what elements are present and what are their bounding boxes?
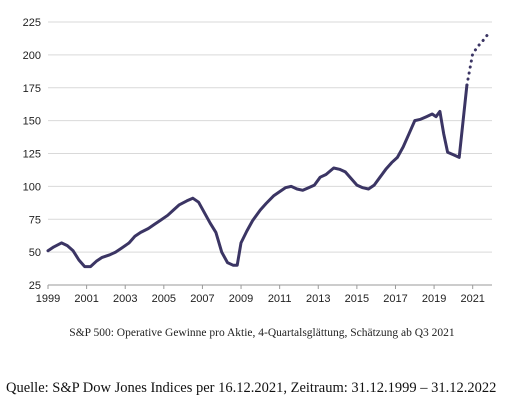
y-tick-25: 25 (29, 280, 41, 292)
y-tick-125: 125 (23, 149, 41, 161)
eps-line-chart: 25 50 75 100 125 150 175 200 225 1999 2001 2003 200… (23, 17, 492, 305)
series-line-solid (46, 83, 469, 269)
chart-caption: S&P 500: Operative Gewinne pro Aktie, 4-… (69, 327, 455, 339)
x-tick-2007: 2007 (190, 293, 214, 305)
x-tick-1999: 1999 (36, 293, 60, 305)
y-axis-tick-labels: 25 50 75 100 125 150 175 200 225 (23, 17, 41, 292)
y-tick-50: 50 (29, 247, 41, 259)
x-tick-2011: 2011 (268, 293, 292, 305)
y-tick-75: 75 (29, 214, 41, 226)
y-tick-100: 100 (23, 181, 41, 193)
source-note: Quelle: S&P Dow Jones Indices per 16.12.… (6, 380, 497, 396)
x-tick-2015: 2015 (345, 293, 369, 305)
x-tick-2005: 2005 (152, 293, 176, 305)
x-tick-2001: 2001 (74, 293, 98, 305)
y-tick-175: 175 (23, 83, 41, 95)
x-tick-2003: 2003 (113, 293, 137, 305)
y-tick-200: 200 (23, 50, 41, 62)
x-tick-2009: 2009 (229, 293, 253, 305)
y-tick-225: 225 (23, 17, 41, 29)
x-tick-2021: 2021 (460, 293, 484, 305)
x-axis-tick-labels: 1999 2001 2003 2005 2007 2009 2011 2013 2015 2017… (36, 293, 485, 305)
x-tick-2019: 2019 (422, 293, 446, 305)
x-tick-2017: 2017 (383, 293, 407, 305)
x-tick-2013: 2013 (306, 293, 330, 305)
series-line-dotted (465, 29, 492, 87)
series-lines (46, 29, 492, 269)
y-tick-150: 150 (23, 116, 41, 128)
gridlines (47, 21, 492, 289)
